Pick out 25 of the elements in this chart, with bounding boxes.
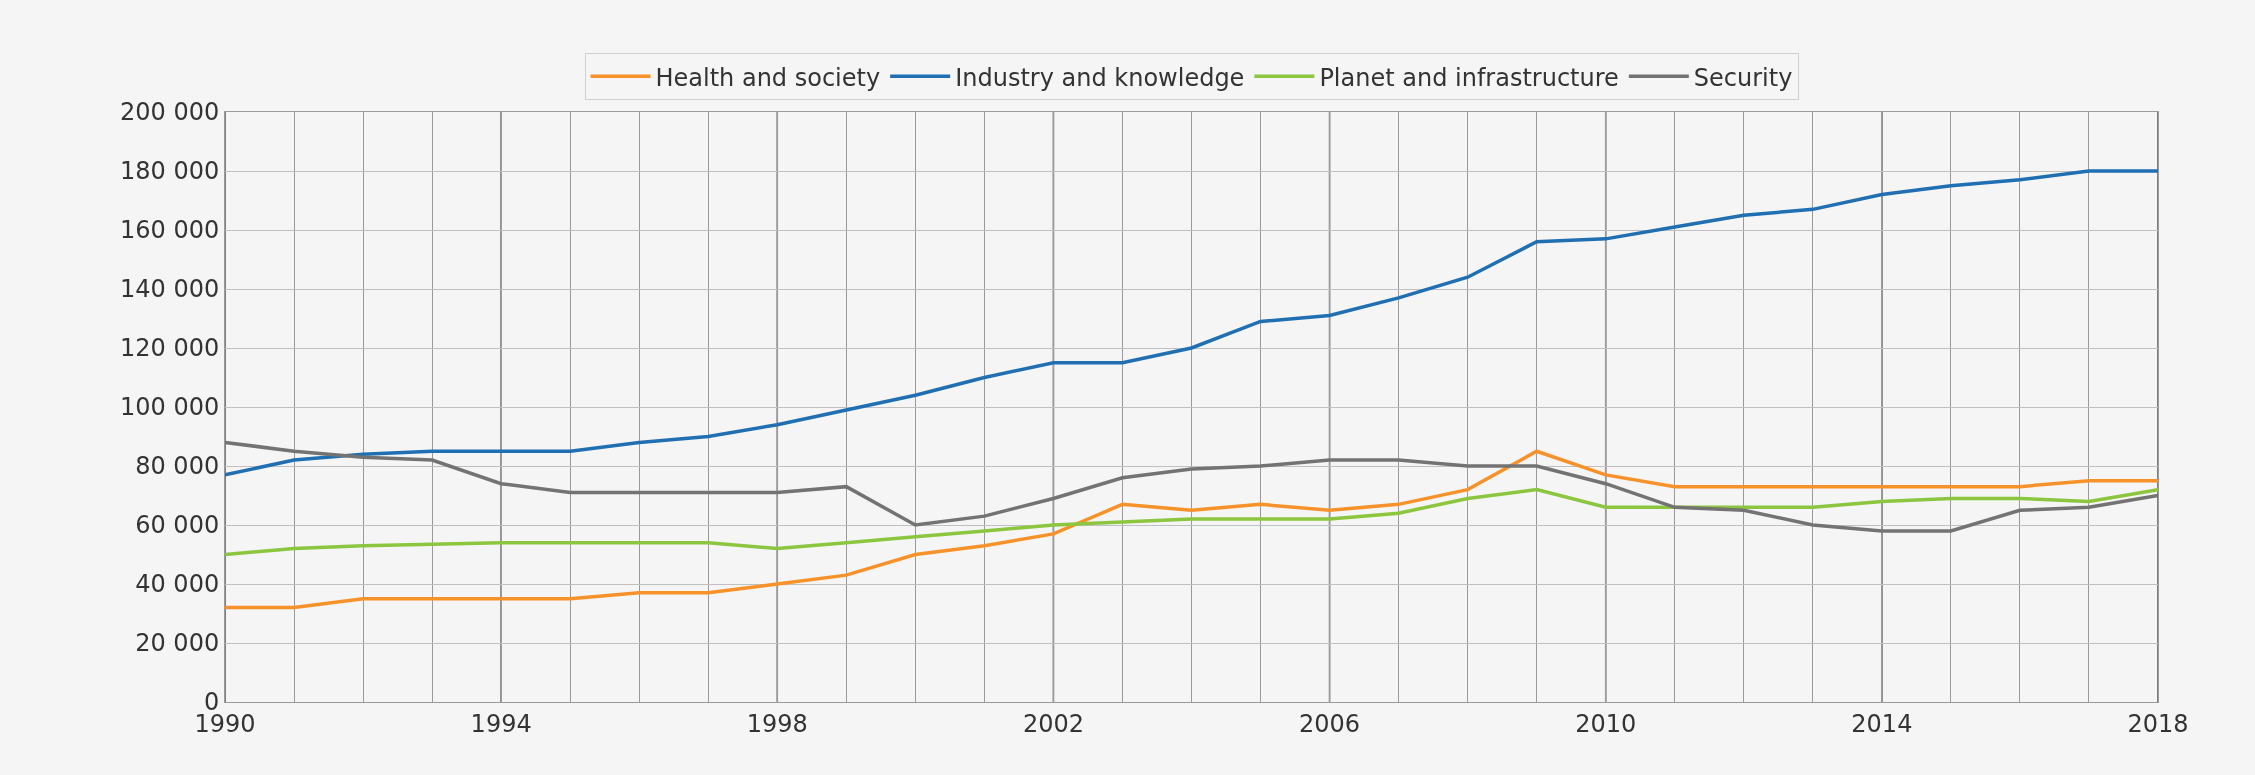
x-tick-label: 2010 <box>1575 709 1637 738</box>
x-tick-label: 2002 <box>1022 709 1084 738</box>
legend-label: Planet and infrastructure <box>1319 63 1619 92</box>
y-tick-label: 100 000 <box>119 393 220 422</box>
line-series <box>225 449 2158 610</box>
line-series <box>225 487 2158 557</box>
y-tick-label: 20 000 <box>135 629 220 658</box>
y-tick-label: 140 000 <box>119 275 220 304</box>
x-tick-label: 2014 <box>1851 709 1913 738</box>
y-tick-label: 160 000 <box>119 216 220 245</box>
line-series <box>225 169 2158 477</box>
x-tick-label: 1998 <box>746 709 808 738</box>
x-tick-label: 2006 <box>1299 709 1361 738</box>
legend-label: Security <box>1693 63 1793 92</box>
y-tick-label: 40 000 <box>135 570 220 599</box>
legend-label: Health and society <box>655 63 881 92</box>
legend-label: Industry and knowledge <box>955 63 1245 92</box>
y-tick-label: 80 000 <box>135 452 220 481</box>
y-tick-label: 200 000 <box>119 98 220 127</box>
line-series <box>225 440 2158 533</box>
y-tick-label: 180 000 <box>119 157 220 186</box>
x-tick-label: 2018 <box>2127 709 2189 738</box>
x-tick-label: 1994 <box>470 709 532 738</box>
y-tick-label: 60 000 <box>135 511 220 540</box>
y-tick-label: 120 000 <box>119 334 220 363</box>
